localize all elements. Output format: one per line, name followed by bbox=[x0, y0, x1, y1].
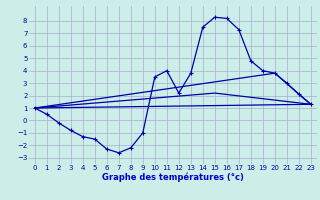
X-axis label: Graphe des températures (°c): Graphe des températures (°c) bbox=[102, 173, 244, 182]
